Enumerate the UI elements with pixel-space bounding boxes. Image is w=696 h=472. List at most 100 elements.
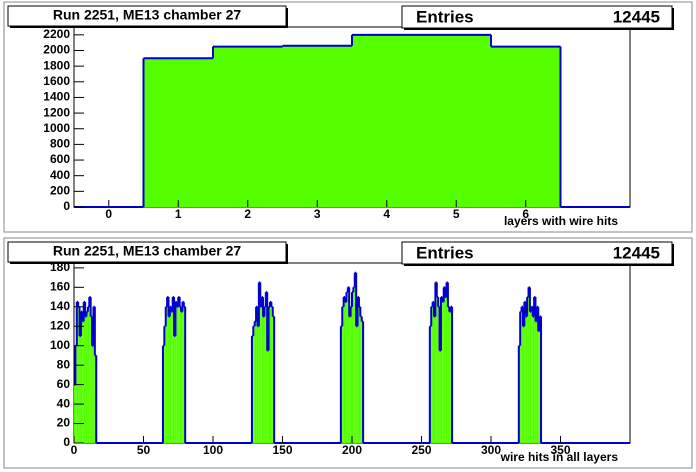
bar	[528, 287, 530, 443]
bar	[360, 316, 362, 443]
title-box	[7, 241, 287, 263]
bar	[445, 297, 447, 443]
y-tick-label: 1000	[43, 121, 70, 135]
bar	[83, 301, 86, 443]
bar	[442, 301, 444, 443]
y-tick-label: 600	[50, 152, 70, 166]
x-tick-label: 300	[481, 443, 501, 457]
bar	[76, 301, 79, 443]
stats-box	[401, 241, 673, 265]
x-tick-label: 50	[137, 443, 151, 457]
bar	[525, 316, 528, 443]
bar	[90, 316, 93, 443]
bar	[82, 321, 84, 443]
y-tick-label: 20	[57, 416, 71, 430]
bar	[178, 297, 180, 443]
y-tick-label: 200	[50, 184, 70, 198]
stats-label: Entries	[416, 243, 474, 262]
bar	[350, 306, 352, 443]
bar	[536, 306, 539, 443]
y-tick-label: 60	[57, 377, 71, 391]
y-tick-label: 0	[63, 199, 70, 213]
x-tick-label: 1	[175, 207, 182, 221]
bar	[167, 297, 169, 443]
bar	[346, 292, 348, 443]
y-tick-label: 160	[50, 279, 70, 293]
x-tick-label: 6	[522, 207, 529, 221]
title-box	[7, 5, 287, 27]
bar	[179, 306, 182, 443]
bar	[164, 326, 166, 443]
bar	[253, 326, 255, 443]
bar	[531, 306, 533, 443]
bar	[264, 306, 266, 443]
bar	[356, 326, 358, 443]
bar	[176, 306, 179, 443]
bar	[353, 287, 355, 443]
bar	[521, 306, 523, 443]
bar	[435, 282, 437, 443]
bar	[421, 34, 491, 208]
bar	[524, 301, 526, 443]
bar	[175, 301, 177, 443]
bar	[254, 321, 257, 443]
y-tick-label: 800	[50, 137, 70, 151]
bar	[352, 292, 354, 443]
x-tick-label: 350	[550, 443, 570, 457]
y-tick-label: 80	[57, 357, 71, 371]
bar	[265, 292, 268, 443]
bar	[75, 345, 77, 443]
bar	[538, 331, 540, 443]
bar	[271, 306, 273, 443]
bar	[352, 34, 422, 208]
y-tick-label: 100	[50, 338, 70, 352]
title: Run 2251, ME13 chamber 27	[53, 7, 242, 23]
bar	[256, 306, 258, 443]
x-tick-label: 5	[453, 207, 460, 221]
x-tick-label: 3	[314, 207, 321, 221]
bar	[260, 306, 262, 443]
y-tick-label: 140	[50, 299, 70, 313]
stats-box	[401, 5, 673, 29]
bar	[213, 46, 283, 207]
bar	[89, 297, 91, 443]
bar	[535, 321, 537, 443]
bar	[447, 306, 450, 443]
bar	[79, 335, 81, 443]
bar	[74, 384, 76, 443]
bar	[431, 306, 433, 443]
x-tick-label: 200	[342, 443, 362, 457]
bar	[534, 297, 536, 443]
x-tick-label: 250	[411, 443, 431, 457]
bar	[172, 297, 175, 443]
bar	[439, 350, 441, 443]
y-tick-label: 120	[50, 318, 70, 332]
y-tick-label: 0	[63, 435, 70, 449]
y-tick-label: 1800	[43, 58, 70, 72]
stats-value: 12445	[613, 7, 660, 26]
y-tick-label: 2000	[43, 43, 70, 57]
x-tick-label: 150	[272, 443, 292, 457]
bar	[182, 301, 184, 443]
stats-label: Entries	[416, 7, 474, 26]
bar	[80, 311, 83, 443]
bar	[165, 306, 168, 443]
x-tick-label: 4	[383, 207, 390, 221]
x-tick-label: 100	[203, 443, 223, 457]
bar	[532, 316, 535, 443]
y-tick-label: 2200	[43, 27, 70, 41]
y-tick-label: 40	[57, 396, 71, 410]
y-tick-label: 1200	[43, 105, 70, 119]
bar	[169, 306, 172, 443]
bar	[443, 287, 446, 443]
bar	[168, 316, 170, 443]
bar	[263, 316, 265, 443]
bar	[527, 297, 529, 443]
bar	[436, 297, 439, 443]
bar	[181, 311, 183, 443]
bar	[491, 46, 561, 207]
bar	[86, 311, 88, 443]
bar	[143, 58, 213, 207]
stats-value: 12445	[613, 243, 660, 262]
bar	[440, 297, 443, 443]
